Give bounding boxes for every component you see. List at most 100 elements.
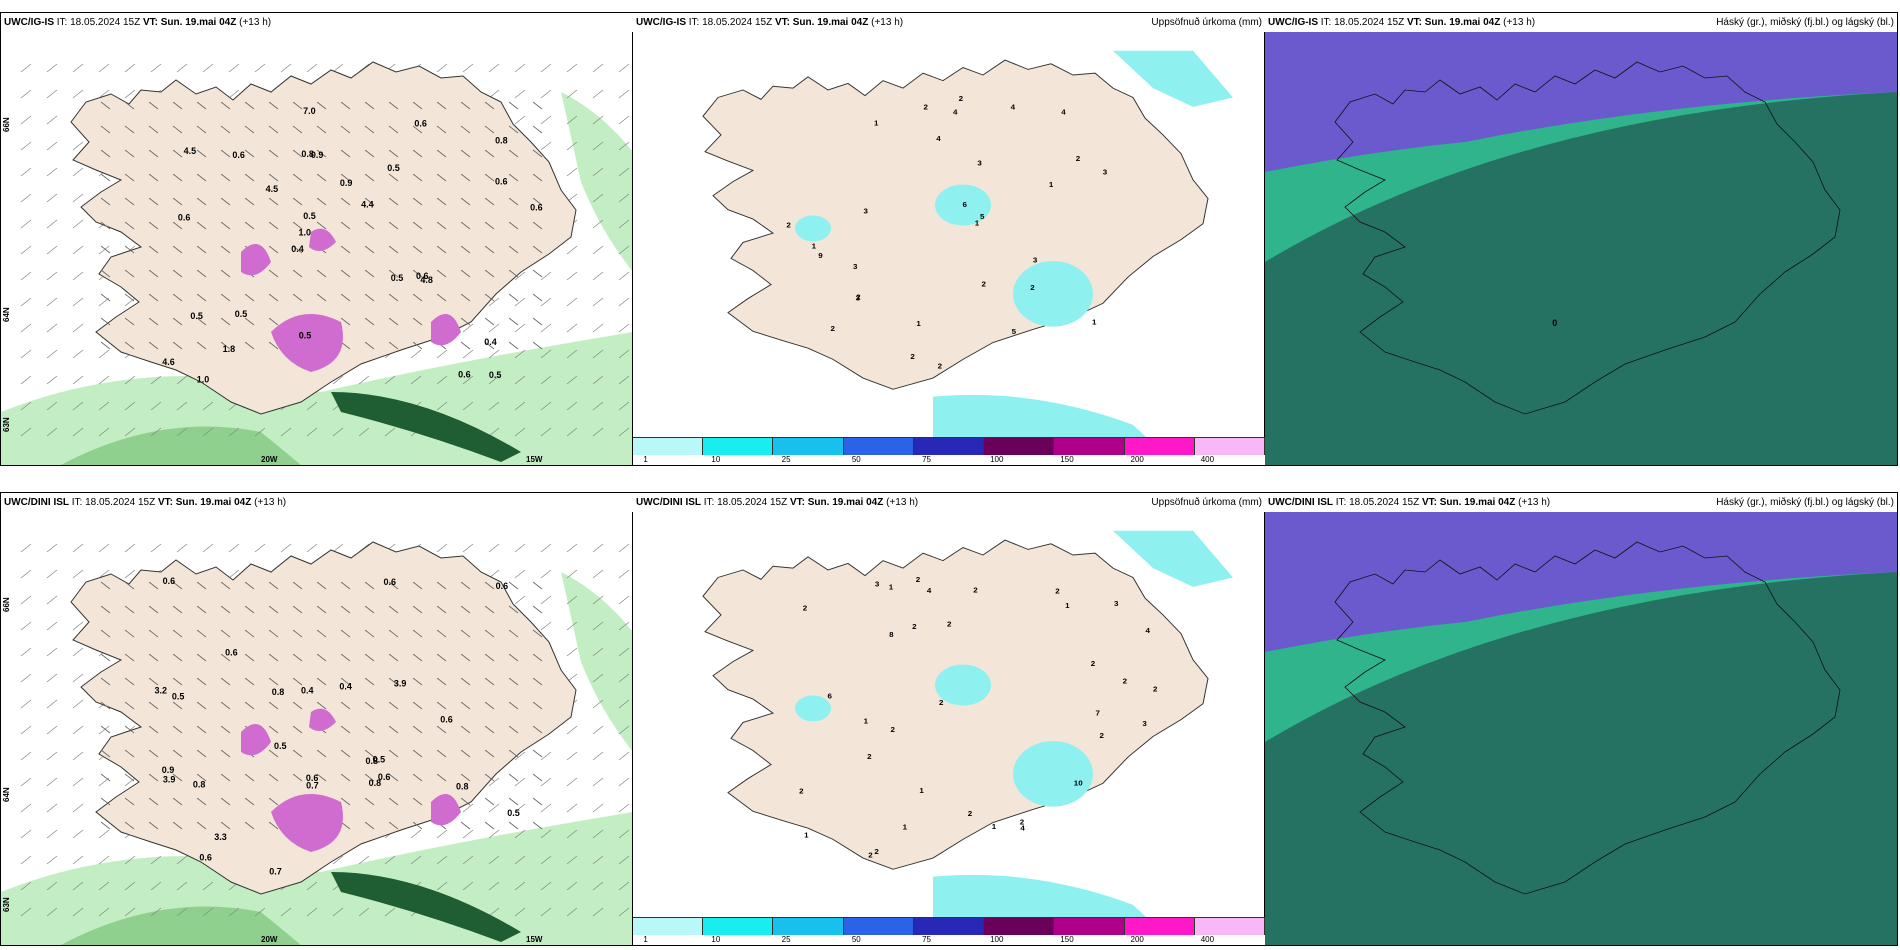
wind-barb (100, 317, 111, 326)
wind-barb (514, 543, 526, 553)
value-label: 3.9 (163, 774, 176, 784)
wind-barb (46, 141, 58, 151)
wind-barb (436, 677, 447, 686)
wind-barb (618, 401, 630, 411)
wind-barb (508, 701, 519, 710)
wind-barb (306, 63, 318, 73)
wind-barb (98, 245, 110, 255)
wind-barb (484, 701, 495, 710)
wind-barb (540, 881, 552, 891)
value-label: 10 (1074, 779, 1083, 788)
colorbar-swatch (1124, 918, 1195, 935)
wind-barb (358, 375, 370, 385)
wind-barb (292, 269, 303, 278)
map-panel: UWC/IG-IS IT: 18.05.2024 15Z VT: Sun. 19… (632, 12, 1266, 466)
wind-barb (412, 341, 423, 350)
wind-barb (72, 427, 84, 437)
wind-barb (364, 269, 375, 278)
wind-barb (484, 317, 495, 326)
value-label: 1 (919, 786, 924, 795)
wind-barb (436, 653, 447, 662)
colorbar-tick: 75 (922, 935, 931, 944)
value-label: 3 (875, 580, 880, 589)
wind-barb (292, 725, 303, 734)
wind-barb (332, 63, 344, 73)
wind-barb (124, 245, 135, 254)
wind-barb (592, 271, 604, 281)
wind-barb (332, 543, 344, 553)
wind-barb (72, 673, 84, 683)
wind-barb (150, 63, 162, 73)
value-label: 2 (890, 725, 894, 734)
wind-barb (436, 773, 447, 782)
valid-time-label: VT: (157, 497, 173, 508)
wind-barb (364, 821, 375, 830)
value-label: 1 (1092, 318, 1097, 327)
precip-field (1013, 261, 1093, 327)
wind-barb (508, 317, 519, 326)
wind-barb (46, 193, 58, 203)
wind-barb (460, 725, 471, 734)
wind-barb (566, 907, 578, 917)
wind-barb (592, 647, 604, 657)
wind-barb (244, 581, 255, 590)
wind-barb (460, 701, 471, 710)
wind-barb (592, 751, 604, 761)
colorbar-swatch (1194, 918, 1265, 935)
wind-barb (340, 725, 351, 734)
colorbar-tick: 150 (1060, 935, 1074, 944)
wind-barb (20, 829, 32, 839)
value-label: 2 (786, 221, 790, 230)
value-label: 1 (804, 831, 809, 840)
wind-barb (618, 803, 630, 813)
wind-barb (514, 829, 526, 839)
wind-barb (124, 605, 135, 614)
wind-barb (268, 149, 279, 158)
wind-barb (72, 89, 84, 99)
wind-barb (244, 173, 255, 182)
wind-barb (484, 149, 495, 158)
wind-barb (412, 773, 423, 782)
value-label: 6 (828, 692, 833, 701)
value-label: 2 (856, 293, 860, 302)
wind-barb (388, 749, 399, 758)
value-label: 7.0 (303, 106, 316, 116)
wind-barb (268, 653, 279, 662)
value-label: 1 (812, 242, 817, 251)
wind-barb (514, 375, 526, 385)
wind-barb (172, 821, 183, 830)
wind-barb (508, 653, 519, 662)
wind-barb (364, 725, 375, 734)
wind-barb (148, 677, 159, 686)
value-label: 2 (868, 851, 872, 860)
wind-barb (292, 125, 303, 134)
wind-barb (592, 219, 604, 229)
wind-barb (100, 269, 111, 278)
value-label: 0.6 (232, 150, 245, 160)
wind-barb (172, 125, 183, 134)
wind-barb (384, 375, 396, 385)
wind-barb (514, 855, 526, 865)
model-name: UWC/DINI ISL (4, 497, 69, 508)
wind-barb (618, 271, 630, 281)
wind-barb (100, 149, 111, 158)
lat-label: 63N (2, 417, 11, 432)
wind-barb (46, 167, 58, 177)
value-label: 0.5 (274, 741, 287, 751)
wind-barb (124, 569, 136, 579)
wind-barb (460, 797, 471, 806)
value-label: 2 (938, 362, 942, 371)
wind-barb (592, 193, 604, 203)
wind-barb (124, 293, 135, 302)
value-label: 0.6 (414, 119, 427, 129)
wind-barb (228, 907, 240, 917)
value-label: 0.7 (306, 780, 319, 790)
value-label: 3 (977, 159, 982, 168)
wind-barb (508, 677, 519, 686)
wind-barb (410, 829, 422, 839)
wind-barb (148, 701, 159, 710)
wind-barb (412, 797, 423, 806)
wind-barb (150, 375, 162, 385)
wind-barb (100, 245, 111, 254)
wind-barb (618, 829, 630, 839)
